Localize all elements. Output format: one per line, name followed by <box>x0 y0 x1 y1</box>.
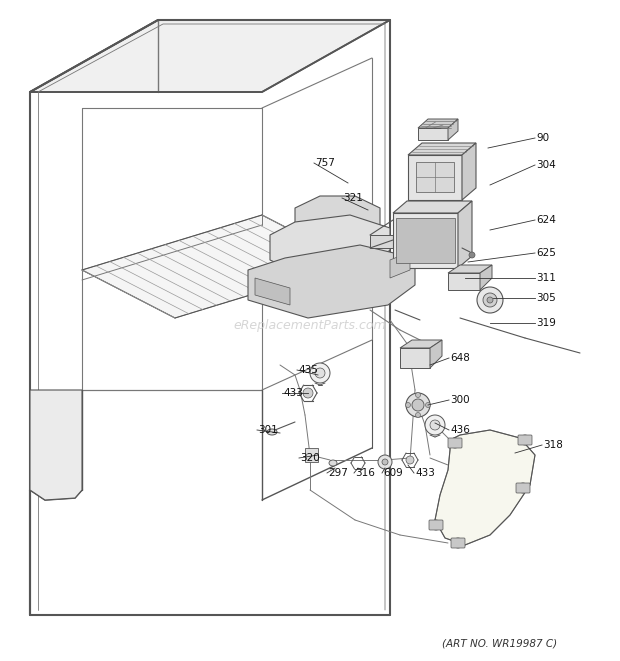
Text: 301: 301 <box>258 425 278 435</box>
Text: 318: 318 <box>543 440 563 450</box>
Text: 320: 320 <box>300 453 320 463</box>
Polygon shape <box>408 143 476 155</box>
Polygon shape <box>400 340 442 348</box>
Circle shape <box>425 403 430 407</box>
Polygon shape <box>430 340 442 368</box>
Polygon shape <box>305 448 318 462</box>
Circle shape <box>310 363 330 383</box>
Polygon shape <box>370 235 395 248</box>
Circle shape <box>415 393 420 397</box>
Circle shape <box>431 520 441 530</box>
Polygon shape <box>435 430 535 545</box>
Text: 433: 433 <box>415 468 435 478</box>
Text: 433: 433 <box>283 388 303 398</box>
Circle shape <box>406 456 414 464</box>
Circle shape <box>315 368 325 378</box>
Text: 321: 321 <box>343 193 363 203</box>
Polygon shape <box>270 215 390 278</box>
FancyBboxPatch shape <box>448 438 462 448</box>
Polygon shape <box>448 273 480 290</box>
Text: 304: 304 <box>536 160 556 170</box>
Polygon shape <box>248 245 415 318</box>
Polygon shape <box>458 201 472 268</box>
Text: 648: 648 <box>450 353 470 363</box>
Text: 319: 319 <box>536 318 556 328</box>
FancyBboxPatch shape <box>429 520 443 530</box>
Text: eReplacementParts.com: eReplacementParts.com <box>234 319 386 332</box>
Circle shape <box>430 420 440 430</box>
Text: 436: 436 <box>450 425 470 435</box>
Circle shape <box>483 293 497 307</box>
Circle shape <box>382 459 388 465</box>
Polygon shape <box>462 143 476 200</box>
Text: 305: 305 <box>536 293 556 303</box>
Polygon shape <box>396 218 455 263</box>
Polygon shape <box>416 162 454 192</box>
Polygon shape <box>408 155 462 200</box>
Text: 90: 90 <box>536 133 549 143</box>
Polygon shape <box>30 20 390 92</box>
Circle shape <box>453 538 463 548</box>
Text: 311: 311 <box>536 273 556 283</box>
Text: 316: 316 <box>355 468 375 478</box>
Text: 609: 609 <box>383 468 403 478</box>
Text: 757: 757 <box>315 158 335 168</box>
Polygon shape <box>390 252 410 278</box>
Text: (ART NO. WR19987 C): (ART NO. WR19987 C) <box>443 638 557 648</box>
Text: 625: 625 <box>536 248 556 258</box>
FancyBboxPatch shape <box>516 483 530 493</box>
Ellipse shape <box>329 460 337 466</box>
Text: 624: 624 <box>536 215 556 225</box>
Circle shape <box>415 412 420 418</box>
Circle shape <box>303 388 313 398</box>
Circle shape <box>487 297 493 303</box>
Text: 297: 297 <box>328 468 348 478</box>
Circle shape <box>450 438 460 448</box>
Polygon shape <box>393 213 458 268</box>
Circle shape <box>518 483 528 493</box>
Text: 435: 435 <box>298 365 318 375</box>
Polygon shape <box>30 390 82 500</box>
Polygon shape <box>448 119 458 140</box>
Circle shape <box>406 393 430 417</box>
Circle shape <box>378 455 392 469</box>
Polygon shape <box>448 265 492 273</box>
Ellipse shape <box>267 429 277 435</box>
Polygon shape <box>418 128 448 140</box>
FancyBboxPatch shape <box>518 435 532 445</box>
Circle shape <box>405 403 410 407</box>
Text: 300: 300 <box>450 395 469 405</box>
Polygon shape <box>418 119 458 128</box>
Circle shape <box>425 415 445 435</box>
Circle shape <box>412 399 424 411</box>
Circle shape <box>477 287 503 313</box>
Polygon shape <box>400 348 430 368</box>
Circle shape <box>469 252 475 258</box>
Circle shape <box>520 435 530 445</box>
Polygon shape <box>255 278 290 305</box>
FancyBboxPatch shape <box>451 538 465 548</box>
Polygon shape <box>295 196 380 245</box>
Polygon shape <box>82 215 355 318</box>
Polygon shape <box>393 201 472 213</box>
Polygon shape <box>480 265 492 290</box>
